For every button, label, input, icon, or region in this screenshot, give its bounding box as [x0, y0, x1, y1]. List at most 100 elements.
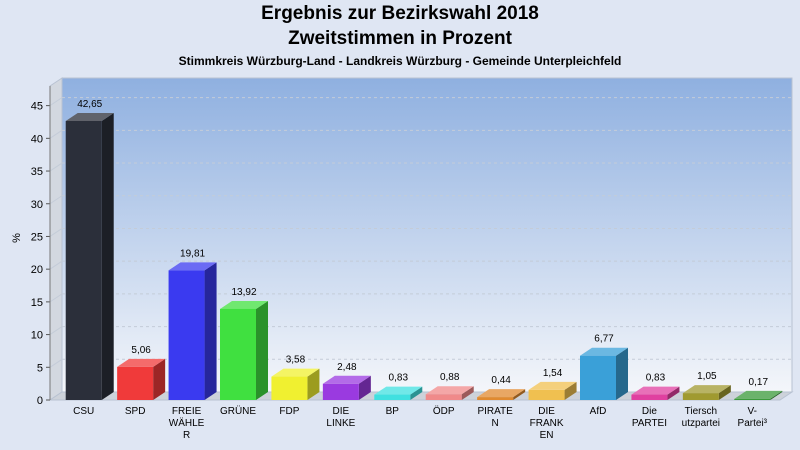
bar-top	[580, 347, 628, 356]
bar-top	[117, 358, 166, 367]
x-tick-label: V-Partei³	[738, 406, 768, 429]
bar-top	[271, 368, 320, 377]
bar	[374, 386, 423, 400]
x-tick-label: Die PARTEI	[632, 406, 667, 429]
bar	[117, 358, 166, 400]
bar	[682, 385, 731, 400]
x-tick-label: ÖDP	[433, 405, 455, 417]
data-label: 0,83	[389, 373, 409, 384]
gridline-side	[49, 228, 63, 237]
bar	[65, 112, 114, 400]
chart-title-line2: Zweitstimmen in Prozent	[288, 28, 512, 49]
bar-side	[410, 386, 423, 400]
gridline-side	[49, 129, 63, 139]
data-label: 5,06	[131, 345, 151, 356]
x-tick-label: AfD	[590, 406, 607, 417]
y-tick-label: 25	[31, 231, 43, 243]
x-tick-label: SPD	[125, 406, 146, 417]
gridline-side	[49, 293, 63, 303]
bar-side	[101, 112, 114, 400]
gridline-side	[49, 195, 63, 205]
bar-side	[358, 375, 371, 400]
bar-side	[616, 347, 628, 400]
bar	[168, 262, 217, 400]
bar-side	[461, 386, 474, 400]
y-tick-label: 40	[31, 133, 43, 145]
bar-top	[168, 262, 217, 271]
data-label: 6,77	[594, 334, 614, 345]
data-label: 19,81	[180, 248, 205, 259]
bar	[528, 381, 577, 400]
gridline-side	[49, 97, 63, 107]
bar	[631, 386, 680, 400]
y-tick-label: 0	[37, 395, 43, 407]
data-label: 13,92	[231, 287, 256, 298]
data-label: 3,58	[286, 355, 306, 366]
data-label: 0,17	[749, 377, 769, 388]
x-tick-label: PIRATE N	[477, 406, 513, 429]
bar-front	[682, 393, 719, 400]
bar-top	[734, 390, 783, 399]
bar-front	[65, 120, 102, 400]
chart-title: Ergebnis zur Bezirkswahl 2018	[261, 3, 539, 24]
y-tick-label: 30	[31, 199, 43, 211]
bar	[734, 390, 783, 400]
data-label: 1,05	[697, 371, 717, 382]
data-label: 2,48	[337, 362, 357, 373]
x-tick-label: FDP	[279, 406, 299, 417]
chart-subtitle: Stimmkreis Würzburg-Land - Landkreis Wür…	[178, 54, 622, 68]
bar-front	[580, 355, 616, 400]
y-tick-label: 20	[31, 264, 43, 276]
gridline-side	[49, 162, 63, 172]
y-tick-label: 15	[31, 297, 43, 309]
y-tick-label: 35	[31, 166, 43, 178]
bar-top	[65, 112, 114, 121]
bar-front	[117, 366, 154, 400]
bar-front	[734, 398, 771, 400]
bar-front	[528, 389, 565, 400]
x-tick-label: DIE FRANK EN	[530, 406, 564, 441]
bar-front	[322, 383, 359, 400]
bar-top	[322, 375, 371, 384]
bar-side	[256, 300, 268, 400]
bar-front	[374, 394, 411, 400]
bar-top	[528, 381, 577, 390]
gridline-side	[49, 358, 63, 368]
bar-side	[667, 386, 680, 400]
plot-left-wall	[49, 77, 63, 401]
bar	[220, 300, 268, 400]
x-tick-label: CSU	[73, 406, 94, 417]
bar	[271, 368, 320, 400]
x-tick-label: Tiersch utzpartei	[682, 406, 720, 429]
bar-top	[425, 386, 474, 395]
data-label: 42,65	[77, 99, 102, 110]
data-label: 0,83	[646, 373, 666, 384]
bar-front	[220, 308, 256, 400]
x-tick-label: GRÜNE	[220, 405, 256, 417]
bar	[425, 386, 474, 400]
bar-top	[631, 386, 680, 395]
bar-side	[307, 368, 320, 400]
bar-side	[204, 262, 217, 400]
gridline-side	[49, 260, 63, 270]
y-tick-label: 5	[37, 362, 43, 374]
x-tick-label: BP	[386, 406, 400, 417]
x-tick-label: FREIE WÄHLE R	[169, 406, 205, 441]
bar-front	[631, 394, 668, 400]
bar-top	[374, 386, 423, 395]
data-label: 1,54	[543, 368, 563, 379]
data-label: 0,88	[440, 372, 460, 383]
bar	[580, 347, 628, 400]
y-axis-label: %	[11, 233, 23, 243]
bar-top	[477, 389, 526, 398]
gridline-side	[49, 326, 63, 335]
bar-top	[220, 300, 268, 309]
bar-side	[564, 381, 577, 400]
bar-side	[153, 358, 166, 400]
bar	[322, 375, 371, 400]
bar-side	[513, 389, 526, 400]
bar	[477, 389, 526, 400]
bar-front	[477, 397, 514, 400]
y-tick-label: 10	[31, 330, 43, 342]
